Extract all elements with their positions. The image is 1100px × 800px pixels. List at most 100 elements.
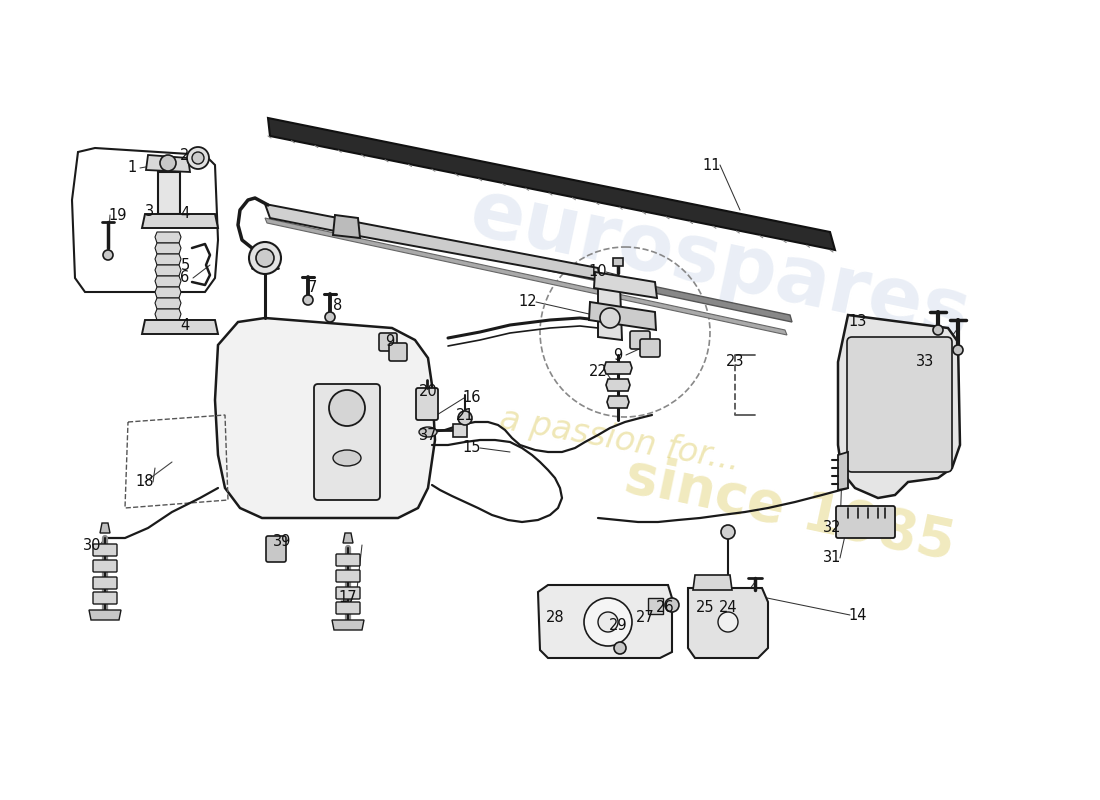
Circle shape <box>933 325 943 335</box>
Polygon shape <box>606 379 630 391</box>
Circle shape <box>302 295 313 305</box>
FancyBboxPatch shape <box>314 384 380 500</box>
Circle shape <box>329 390 365 426</box>
FancyBboxPatch shape <box>94 577 117 589</box>
Text: 9: 9 <box>614 347 623 362</box>
Text: 4: 4 <box>180 206 189 222</box>
Circle shape <box>584 598 632 646</box>
Polygon shape <box>343 533 353 543</box>
Polygon shape <box>155 232 182 243</box>
Bar <box>648 598 663 614</box>
Polygon shape <box>693 575 732 590</box>
Polygon shape <box>142 214 218 228</box>
Text: 6: 6 <box>180 270 189 286</box>
Text: a passion for...: a passion for... <box>497 402 742 478</box>
Text: 25: 25 <box>695 601 714 615</box>
Text: 9: 9 <box>385 334 395 350</box>
Polygon shape <box>333 215 360 238</box>
Text: 37: 37 <box>419 427 438 442</box>
Text: eurospares: eurospares <box>463 174 977 356</box>
FancyBboxPatch shape <box>416 388 438 420</box>
Circle shape <box>324 312 336 322</box>
Polygon shape <box>89 610 121 620</box>
Polygon shape <box>268 205 792 322</box>
Polygon shape <box>155 254 182 265</box>
Text: 31: 31 <box>823 550 842 566</box>
Polygon shape <box>838 315 960 498</box>
Polygon shape <box>336 218 600 280</box>
Text: 10: 10 <box>588 265 607 279</box>
Text: 29: 29 <box>608 618 627 633</box>
Text: 19: 19 <box>109 207 128 222</box>
Circle shape <box>600 308 620 328</box>
Text: 13: 13 <box>849 314 867 330</box>
Ellipse shape <box>419 427 437 437</box>
Polygon shape <box>142 320 218 334</box>
Text: 18: 18 <box>135 474 154 490</box>
FancyBboxPatch shape <box>336 570 360 582</box>
Text: 30: 30 <box>82 538 101 553</box>
Circle shape <box>953 345 962 355</box>
Circle shape <box>256 249 274 267</box>
Text: 4: 4 <box>180 318 189 334</box>
Text: 8: 8 <box>333 298 342 313</box>
FancyBboxPatch shape <box>640 339 660 357</box>
FancyBboxPatch shape <box>266 536 286 562</box>
Circle shape <box>458 411 472 425</box>
Circle shape <box>192 152 204 164</box>
Bar <box>453 424 468 437</box>
Polygon shape <box>332 620 364 630</box>
Text: 22: 22 <box>588 365 607 379</box>
Text: 1: 1 <box>128 161 136 175</box>
Circle shape <box>666 598 679 612</box>
Polygon shape <box>268 118 835 250</box>
Polygon shape <box>155 265 182 276</box>
Polygon shape <box>265 218 786 335</box>
Polygon shape <box>146 155 190 172</box>
Polygon shape <box>688 588 768 658</box>
Text: 12: 12 <box>519 294 537 310</box>
Polygon shape <box>838 452 848 490</box>
Polygon shape <box>538 585 672 658</box>
Circle shape <box>614 642 626 654</box>
Ellipse shape <box>333 450 361 466</box>
FancyBboxPatch shape <box>94 592 117 604</box>
Circle shape <box>160 155 176 171</box>
Text: 21: 21 <box>455 407 474 422</box>
FancyBboxPatch shape <box>836 506 895 538</box>
FancyBboxPatch shape <box>389 343 407 361</box>
FancyBboxPatch shape <box>379 333 397 351</box>
Text: 39: 39 <box>273 534 292 550</box>
FancyBboxPatch shape <box>630 331 650 349</box>
Polygon shape <box>155 309 182 320</box>
Text: 5: 5 <box>180 258 189 273</box>
FancyBboxPatch shape <box>336 554 360 566</box>
Polygon shape <box>588 302 656 330</box>
Text: 11: 11 <box>703 158 722 173</box>
Text: 14: 14 <box>849 607 867 622</box>
Text: 7: 7 <box>307 281 317 295</box>
Text: 2: 2 <box>180 147 189 162</box>
Text: 27: 27 <box>636 610 654 626</box>
Text: 3: 3 <box>145 205 155 219</box>
FancyBboxPatch shape <box>336 602 360 614</box>
Text: 26: 26 <box>656 601 674 615</box>
Bar <box>158 172 180 214</box>
Text: 20: 20 <box>419 385 438 399</box>
Polygon shape <box>604 362 632 374</box>
Polygon shape <box>100 523 110 533</box>
Circle shape <box>720 525 735 539</box>
FancyBboxPatch shape <box>94 544 117 556</box>
Text: 17: 17 <box>339 590 358 606</box>
Circle shape <box>103 250 113 260</box>
Text: 15: 15 <box>463 441 482 455</box>
Polygon shape <box>214 318 434 518</box>
Text: 28: 28 <box>546 610 564 626</box>
Circle shape <box>187 147 209 169</box>
Circle shape <box>598 612 618 632</box>
Text: since 1985: since 1985 <box>620 449 960 571</box>
Polygon shape <box>155 276 182 287</box>
Polygon shape <box>607 396 629 408</box>
Text: 33: 33 <box>916 354 934 370</box>
Circle shape <box>249 242 280 274</box>
